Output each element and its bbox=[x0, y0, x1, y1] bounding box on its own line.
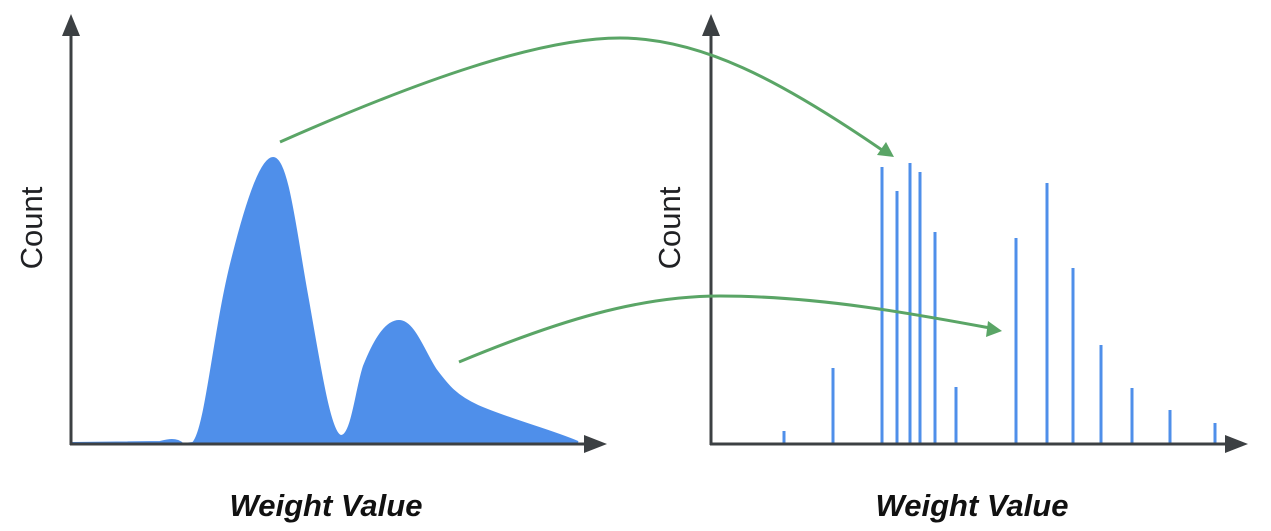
left-y-axis-label: Count bbox=[14, 186, 49, 269]
left-x-axis-arrowhead bbox=[584, 435, 607, 453]
left-y-axis-arrowhead bbox=[62, 14, 80, 36]
left-x-axis-label: Weight Value bbox=[230, 488, 423, 523]
quantized-bars bbox=[782, 163, 1217, 444]
right-x-axis-label: Weight Value bbox=[876, 488, 1069, 523]
lower-mapping-arrowhead bbox=[986, 321, 1002, 337]
right-y-axis-arrowhead bbox=[702, 14, 720, 36]
left-panel: Count Weight Value bbox=[14, 14, 607, 523]
upper-mapping-arrowhead bbox=[877, 142, 894, 157]
weight-distribution-curve bbox=[71, 156, 579, 446]
upper-mapping-arrow bbox=[279, 36, 883, 152]
right-panel: Count Weight Value bbox=[652, 14, 1248, 523]
right-y-axis-label: Count bbox=[652, 186, 687, 269]
mapping-arrows bbox=[279, 36, 1002, 364]
right-x-axis-arrowhead bbox=[1225, 435, 1248, 453]
lower-mapping-arrow bbox=[458, 294, 991, 364]
